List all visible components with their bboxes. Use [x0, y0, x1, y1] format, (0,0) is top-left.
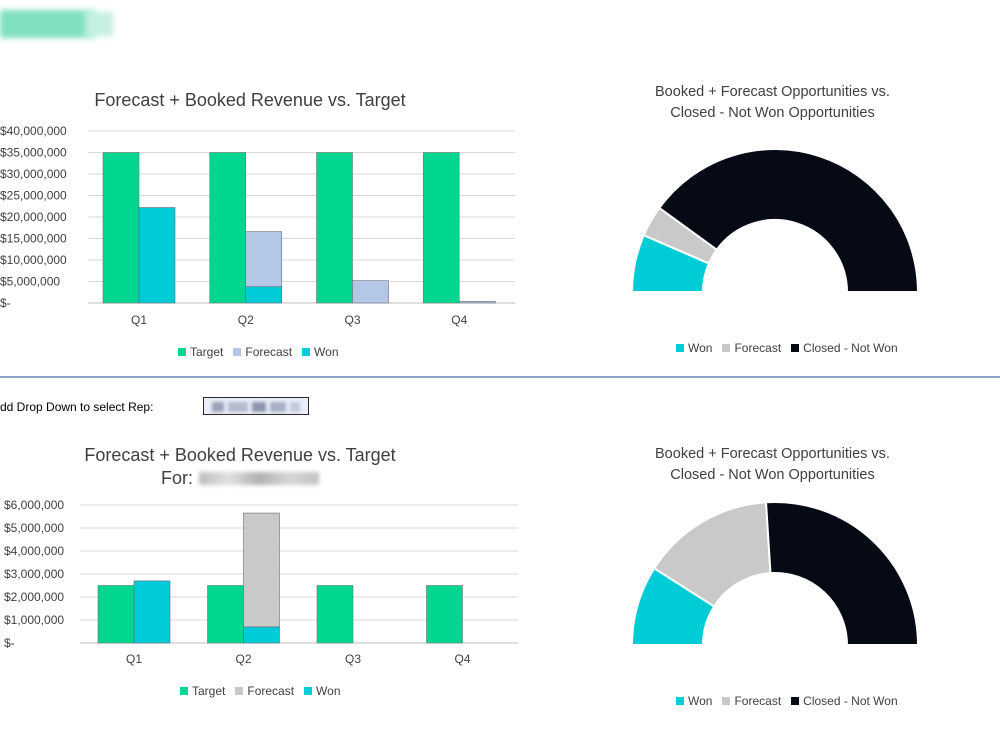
- y-tick-label: $40,000,000: [0, 124, 67, 138]
- top-chart-title: Forecast + Booked Revenue vs. Target: [94, 90, 406, 110]
- redacted-rep-name: [199, 472, 319, 485]
- bar-target: [209, 152, 247, 304]
- bar-forecast: [245, 231, 283, 287]
- legend-forecast: Forecast: [722, 694, 781, 708]
- bottom-chart-title: Forecast + Booked Revenue vs. Target For…: [84, 445, 396, 488]
- x-tick-label: Q4: [451, 313, 467, 327]
- bar-target: [97, 585, 135, 644]
- top-donut-title: Booked + Forecast Opportunities vs. Clos…: [655, 84, 890, 121]
- y-tick-label: $6,000,000: [4, 498, 64, 512]
- bottom-donut-legend: Won Forecast Closed - Not Won: [676, 694, 898, 708]
- rep-selector-label: dd Drop Down to select Rep:: [0, 400, 154, 414]
- x-tick-label: Q1: [131, 313, 147, 327]
- x-tick-label: Q4: [454, 652, 470, 666]
- y-tick-label: $15,000,000: [0, 232, 67, 246]
- bar-target: [207, 585, 244, 644]
- bar-won: [133, 580, 171, 644]
- bar-target: [422, 152, 460, 304]
- y-tick-label: $-: [0, 296, 11, 310]
- bar-target: [102, 152, 140, 304]
- y-tick-label: $25,000,000: [0, 189, 67, 203]
- legend-forecast: Forecast: [722, 341, 781, 355]
- legend-won: Won: [304, 684, 341, 698]
- legend-won: Won: [302, 345, 339, 359]
- rep-dropdown[interactable]: [203, 397, 309, 415]
- y-tick-label: $1,000,000: [4, 613, 64, 627]
- redacted-logo: [0, 10, 115, 40]
- legend-closed-not-won: Closed - Not Won: [791, 694, 898, 708]
- legend-forecast: Forecast: [233, 345, 292, 359]
- x-tick-label: Q1: [126, 652, 142, 666]
- bottom-half-donut-chart: [630, 501, 920, 646]
- section-divider: [0, 376, 1000, 378]
- x-tick-label: Q2: [235, 652, 251, 666]
- bar-won: [243, 626, 280, 644]
- y-tick-label: $5,000,000: [4, 521, 64, 535]
- bar-target: [316, 585, 354, 644]
- y-tick-label: $10,000,000: [0, 253, 67, 267]
- legend-target: Target: [180, 684, 225, 698]
- y-tick-label: $20,000,000: [0, 210, 67, 224]
- x-tick-label: Q3: [345, 652, 361, 666]
- y-tick-label: $4,000,000: [4, 544, 64, 558]
- bar-forecast: [458, 300, 496, 304]
- x-tick-label: Q2: [238, 313, 254, 327]
- bottom-bar-chart: $- $1,000,000 $2,000,000 $3,000,000 $4,000,0…: [4, 498, 518, 666]
- bottom-bar-legend: Target Forecast Won: [180, 684, 341, 698]
- x-tick-label: Q3: [344, 313, 360, 327]
- legend-target: Target: [178, 345, 223, 359]
- top-bar-chart: $- $5,000,000 $10,000,000 $15,000,000 $20,00…: [0, 124, 515, 327]
- bar-won: [245, 286, 283, 304]
- bar-forecast: [352, 280, 389, 304]
- y-tick-label: $-: [4, 636, 15, 650]
- top-bar-legend: Target Forecast Won: [178, 345, 339, 359]
- y-tick-label: $35,000,000: [0, 146, 67, 160]
- legend-forecast: Forecast: [235, 684, 294, 698]
- legend-won: Won: [676, 341, 712, 355]
- top-donut-legend: Won Forecast Closed - Not Won: [676, 341, 898, 355]
- y-tick-label: $5,000,000: [0, 275, 60, 289]
- legend-closed-not-won: Closed - Not Won: [791, 341, 898, 355]
- y-tick-label: $2,000,000: [4, 590, 64, 604]
- bar-target: [316, 152, 353, 304]
- donut-slice-closed-not-won: [764, 501, 920, 646]
- y-tick-label: $3,000,000: [4, 567, 64, 581]
- bottom-donut-title: Booked + Forecast Opportunities vs. Clos…: [655, 446, 890, 483]
- donut-slice-closed-not-won: [657, 148, 920, 293]
- bar-target: [426, 585, 463, 644]
- bar-won: [138, 207, 176, 304]
- bar-forecast: [243, 512, 280, 628]
- legend-won: Won: [676, 694, 712, 708]
- y-tick-label: $30,000,000: [0, 167, 67, 181]
- top-half-donut-chart: [630, 148, 920, 293]
